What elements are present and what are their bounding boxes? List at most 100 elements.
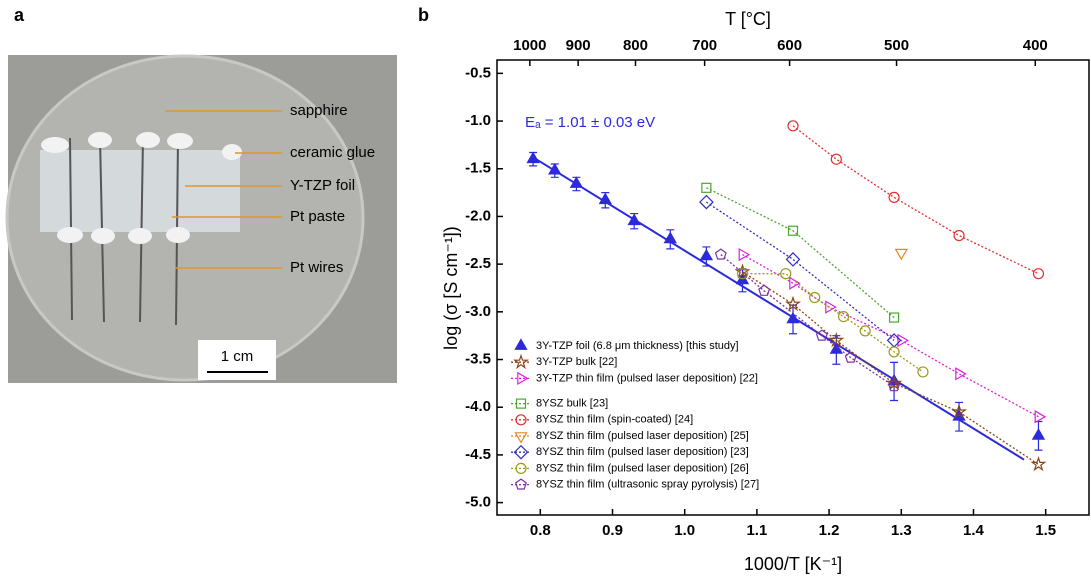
data-point [888, 191, 900, 203]
photo-label: Pt paste [290, 208, 345, 225]
data-point [837, 310, 850, 323]
legend-label: 3Y-TZP foil (6.8 μm thickness) [this stu… [536, 340, 739, 352]
data-point [815, 329, 828, 341]
legend-marker [515, 462, 527, 474]
data-point [758, 284, 771, 296]
data-point [1031, 428, 1046, 440]
x-tick-label: 1.4 [963, 522, 985, 539]
series-line [792, 125, 1039, 275]
data-point [955, 367, 967, 381]
y-tick-label: -1.5 [465, 160, 491, 177]
data-point [787, 120, 799, 132]
data-point [526, 151, 540, 164]
panel-label: b [418, 5, 429, 25]
data-point [888, 379, 901, 392]
plot-frame [496, 59, 1090, 516]
photo-label: ceramic glue [290, 144, 375, 161]
y-axis-title: log (σ [S cm⁻¹]) [441, 226, 461, 350]
legend-label: 8YSZ thin film (pulsed laser deposition)… [536, 430, 749, 442]
data-point [738, 247, 751, 262]
x-tick-label: 0.9 [602, 522, 623, 539]
data-point [714, 248, 727, 260]
legend-marker [515, 398, 527, 409]
series-line [742, 271, 1039, 465]
x-tick-label: 1.0 [674, 522, 695, 539]
data-point [787, 225, 799, 236]
x-tick-label: 1.1 [746, 522, 767, 539]
data-point [809, 291, 821, 304]
series-line [720, 254, 895, 387]
top-tick-label: 500 [884, 37, 909, 54]
legend-label: 8YSZ bulk [23] [536, 398, 608, 410]
x-tick-label: 1.3 [891, 522, 912, 539]
data-point [844, 351, 857, 363]
top-tick-label: 600 [777, 37, 802, 54]
y-tick-label: -4.0 [465, 398, 491, 415]
top-tick-label: 900 [566, 37, 591, 54]
y-tick-label: -1.0 [465, 112, 491, 129]
legend-label: 3Y-TZP bulk [22] [536, 356, 617, 368]
data-point [897, 333, 910, 348]
series-line [742, 273, 924, 373]
data-point [786, 311, 800, 324]
legend-label: 3Y-TZP thin film (pulsed laser depositio… [536, 372, 758, 384]
legend-marker [513, 444, 529, 460]
data-point [829, 342, 843, 354]
data-point [699, 248, 714, 261]
top-tick-label: 1000 [513, 37, 546, 54]
y-tick-label: -4.5 [465, 446, 491, 463]
data-point [701, 182, 712, 193]
data-point [785, 252, 801, 267]
data-point [569, 176, 584, 188]
legend-label: 8YSZ thin film (spin-coated) [24] [536, 414, 693, 426]
data-point [699, 194, 714, 210]
data-point [663, 231, 677, 244]
data-point [627, 213, 641, 226]
y-tick-label: -0.5 [465, 64, 491, 81]
panel-label: a [14, 5, 25, 25]
data-point [894, 248, 908, 261]
annotation: Eₐ = 1.01 ± 0.03 eV [525, 114, 655, 131]
data-point [828, 331, 845, 348]
photo-label: Y-TZP foil [290, 177, 355, 194]
x-tick-label: 1.2 [819, 522, 840, 539]
y-tick-label: -3.0 [465, 303, 491, 320]
data-point [1032, 268, 1045, 280]
legend-marker [515, 414, 527, 426]
legend-marker [517, 371, 529, 386]
data-point [953, 229, 965, 242]
scale-bar-label: 1 cm [221, 348, 254, 365]
legend-label: 8YSZ thin film (pulsed laser deposition)… [536, 462, 749, 474]
fit-line [532, 156, 1025, 461]
x-tick-label: 0.8 [530, 522, 551, 539]
y-tick-label: -5.0 [465, 494, 491, 511]
legend-label: 8YSZ thin film (pulsed laser deposition)… [536, 446, 749, 458]
top-tick-label: 400 [1023, 37, 1048, 54]
data-point [1034, 410, 1047, 424]
data-point [951, 403, 968, 419]
data-point [825, 300, 837, 314]
data-point [888, 312, 900, 323]
data-point [830, 153, 842, 165]
legend-marker [512, 353, 530, 370]
data-point [598, 192, 612, 205]
data-point [736, 268, 749, 280]
top-axis-title: T [°C] [725, 9, 771, 29]
data-point [888, 346, 900, 358]
photo [5, 54, 397, 383]
data-point [859, 325, 871, 337]
data-point [917, 366, 929, 378]
x-axis-title: 1000/T [K⁻¹] [744, 554, 842, 574]
data-point [789, 276, 801, 290]
y-tick-label: -2.5 [465, 255, 491, 272]
top-tick-label: 800 [623, 37, 648, 54]
legend-marker [514, 338, 528, 350]
series-line [706, 187, 895, 319]
photo-label: Pt wires [290, 259, 343, 276]
legend-marker [514, 432, 528, 444]
data-point [548, 162, 562, 175]
legend-marker [515, 478, 527, 490]
photo-label: sapphire [290, 102, 348, 119]
data-point [1030, 455, 1047, 472]
